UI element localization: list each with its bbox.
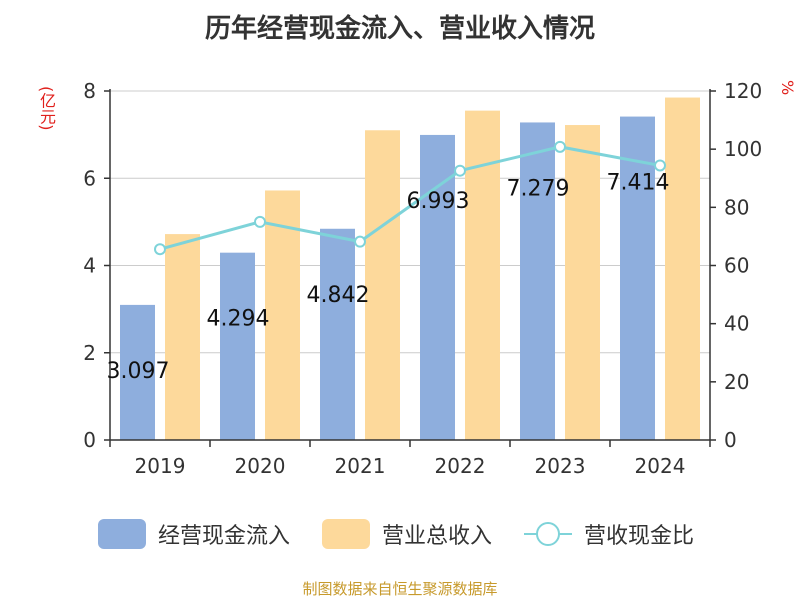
bar-revenue-2019 — [165, 234, 200, 440]
data-label-cash-inflow: 3.097 — [107, 359, 170, 384]
ratio-point-2020 — [254, 215, 266, 228]
right-tick-label: 40 — [724, 312, 749, 336]
bar-cash-inflow-2024 — [620, 116, 655, 441]
legend-item-cash-inflow[interactable]: 经营现金流入 — [98, 516, 290, 552]
bar-cash-inflow-2023 — [520, 122, 555, 441]
source-note: 制图数据来自恒生聚源数据库 — [302, 580, 498, 598]
x-tick-label: 2020 — [235, 454, 286, 478]
right-tick-label: 80 — [724, 195, 749, 219]
legend-swatch-cash-inflow — [98, 519, 146, 549]
data-label-cash-inflow: 4.842 — [307, 283, 370, 308]
legend-label-cash-inflow: 经营现金流入 — [158, 524, 291, 549]
x-tick-label: 2022 — [435, 454, 486, 478]
bar-revenue-2022 — [465, 110, 500, 440]
legend-label-revenue: 营业总收入 — [382, 524, 493, 549]
x-tick-label: 2024 — [635, 454, 686, 478]
legend: 经营现金流入 营业总收入 营收现金比 — [0, 516, 800, 552]
x-tick-label: 2019 — [135, 454, 186, 478]
left-tick-label: 6 — [83, 166, 96, 190]
x-tick-label: 2021 — [335, 454, 386, 478]
data-label-cash-inflow: 4.294 — [207, 307, 270, 332]
left-axis-unit: (亿元) — [37, 86, 56, 131]
legend-item-ratio[interactable]: 营收现金比 — [524, 516, 694, 552]
left-tick-label: 2 — [83, 341, 96, 365]
ratio-point-2019 — [154, 243, 166, 256]
bar-revenue-2021 — [365, 130, 400, 440]
bar-revenue-2023 — [565, 125, 600, 440]
left-tick-label: 4 — [83, 254, 96, 278]
data-label-cash-inflow: 7.414 — [607, 171, 670, 196]
bar-revenue-2024 — [665, 97, 700, 440]
ratio-point-2021 — [354, 235, 366, 248]
right-axis-unit: % — [778, 80, 797, 96]
bar-cash-inflow-2019 — [120, 304, 155, 440]
right-tick-label: 20 — [724, 370, 749, 394]
data-label-cash-inflow: 6.993 — [407, 189, 470, 214]
legend-swatch-revenue — [322, 519, 370, 549]
ratio-point-2024 — [654, 159, 666, 172]
bar-cash-inflow-2022 — [420, 134, 455, 441]
ratio-line — [159, 145, 661, 251]
data-label-cash-inflow: 7.279 — [507, 176, 570, 201]
ratio-point-2022 — [454, 164, 466, 177]
x-tick-label: 2023 — [535, 454, 586, 478]
chart-title: 历年经营现金流入、营业收入情况 — [204, 14, 595, 44]
bar-cash-inflow-2020 — [220, 252, 255, 440]
right-tick-label: 60 — [724, 254, 749, 278]
right-tick-label: 0 — [724, 428, 737, 452]
bar-revenue-2020 — [265, 190, 300, 440]
legend-label-ratio: 营收现金比 — [584, 524, 695, 549]
bar-cash-inflow-2021 — [320, 228, 355, 440]
ratio-point-2023 — [554, 140, 566, 153]
left-tick-label: 0 — [83, 428, 96, 452]
legend-item-revenue[interactable]: 营业总收入 — [322, 516, 492, 552]
right-tick-label: 100 — [724, 137, 762, 161]
right-tick-label: 120 — [724, 79, 762, 103]
legend-line-marker-icon — [524, 519, 572, 549]
left-tick-label: 8 — [83, 79, 96, 103]
